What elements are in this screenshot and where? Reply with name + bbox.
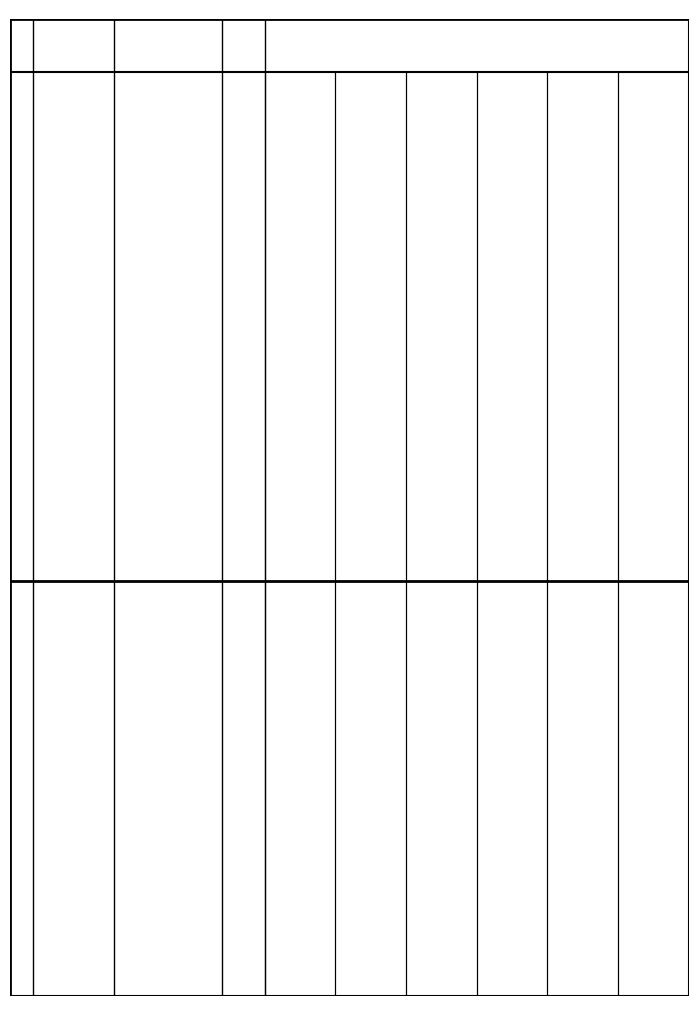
Text: 100: 100	[234, 115, 252, 125]
Text: FORT
RILEY
LIMESTONE: FORT RILEY LIMESTONE	[45, 688, 102, 719]
Circle shape	[160, 497, 165, 506]
Text: 130: 130	[234, 397, 252, 407]
Circle shape	[174, 514, 178, 521]
Bar	[114, 525, 222, 562]
Circle shape	[160, 514, 165, 521]
Text: 160: 160	[234, 680, 252, 691]
Bar	[10, 20, 689, 73]
Text: 170: 170	[234, 774, 252, 785]
Ellipse shape	[181, 401, 196, 413]
Bar	[114, 496, 222, 525]
Circle shape	[146, 497, 151, 506]
Text: FEET: FEET	[229, 41, 258, 52]
Bar	[114, 619, 222, 826]
Circle shape	[187, 514, 192, 521]
Text: FM: FM	[13, 41, 31, 52]
Bar	[114, 92, 222, 129]
Text: DOL
%
50: DOL % 50	[572, 32, 593, 61]
Text: DOYLE SHALE: DOYLE SHALE	[17, 295, 26, 359]
Bar	[114, 496, 222, 525]
Ellipse shape	[153, 401, 169, 413]
Text: O.T.
%
50: O.T. % 50	[432, 32, 451, 61]
Bar	[114, 393, 222, 422]
Bar	[114, 214, 222, 233]
Text: QTZ
%
50: QTZ % 50	[360, 32, 381, 61]
Circle shape	[214, 497, 220, 506]
Ellipse shape	[126, 401, 141, 413]
Bar	[114, 581, 222, 590]
Circle shape	[146, 514, 151, 521]
Circle shape	[201, 497, 206, 506]
Bar	[114, 619, 222, 826]
Bar	[114, 893, 222, 911]
Ellipse shape	[153, 237, 169, 248]
Bar	[114, 590, 222, 619]
Text: TOWANDA
LIMESTONE: TOWANDA LIMESTONE	[45, 323, 102, 342]
Circle shape	[214, 514, 220, 521]
Text: 110: 110	[234, 209, 252, 219]
Text: 140: 140	[234, 491, 252, 501]
Bar	[114, 252, 222, 393]
Text: HOLMES-
VILLE
SHALE: HOLMES- VILLE SHALE	[50, 486, 97, 517]
Bar	[114, 92, 222, 129]
Bar	[114, 911, 222, 996]
Bar	[114, 167, 222, 214]
Bar	[114, 393, 222, 422]
Text: GAGE
SHALE: GAGE SHALE	[57, 148, 90, 167]
Bar	[114, 562, 222, 581]
Circle shape	[119, 497, 125, 506]
Bar	[618, 507, 689, 581]
Bar	[114, 233, 222, 252]
Bar	[114, 233, 222, 252]
Bar	[114, 422, 222, 496]
Text: LITHOLOGY: LITHOLOGY	[135, 41, 201, 52]
Bar	[114, 129, 222, 167]
Circle shape	[187, 497, 192, 506]
Text: 180: 180	[234, 868, 252, 879]
Text: BARNESTON LIMESTONE: BARNESTON LIMESTONE	[17, 732, 26, 846]
Text: 120: 120	[234, 303, 252, 313]
Bar	[114, 893, 222, 911]
Circle shape	[174, 497, 178, 506]
Circle shape	[201, 514, 206, 521]
Bar	[114, 581, 222, 590]
Text: GYP
%
50: GYP % 50	[643, 32, 664, 61]
Text: OKETO
SHALE: OKETO SHALE	[56, 934, 91, 953]
Bar	[114, 167, 222, 214]
Bar	[114, 525, 222, 562]
Bar	[114, 590, 222, 619]
Bar	[114, 562, 222, 581]
Bar	[114, 252, 222, 393]
Circle shape	[132, 514, 138, 521]
Bar	[114, 826, 222, 893]
Bar	[114, 826, 222, 893]
Ellipse shape	[181, 237, 196, 248]
Ellipse shape	[126, 237, 141, 248]
Bar	[114, 911, 222, 996]
Circle shape	[132, 497, 138, 506]
Bar	[618, 581, 689, 629]
Bar	[114, 214, 222, 233]
Text: 190: 190	[234, 962, 252, 973]
Bar	[114, 129, 222, 167]
Text: 150: 150	[234, 585, 252, 595]
Circle shape	[119, 514, 125, 521]
Text: MEMBER: MEMBER	[48, 41, 99, 52]
Bar	[114, 73, 222, 92]
Text: CAL
%
50: CAL % 50	[503, 32, 522, 61]
Bar	[114, 73, 222, 92]
Bar	[114, 422, 222, 496]
Text: I.R.
%
50: I.R. % 50	[291, 32, 309, 61]
